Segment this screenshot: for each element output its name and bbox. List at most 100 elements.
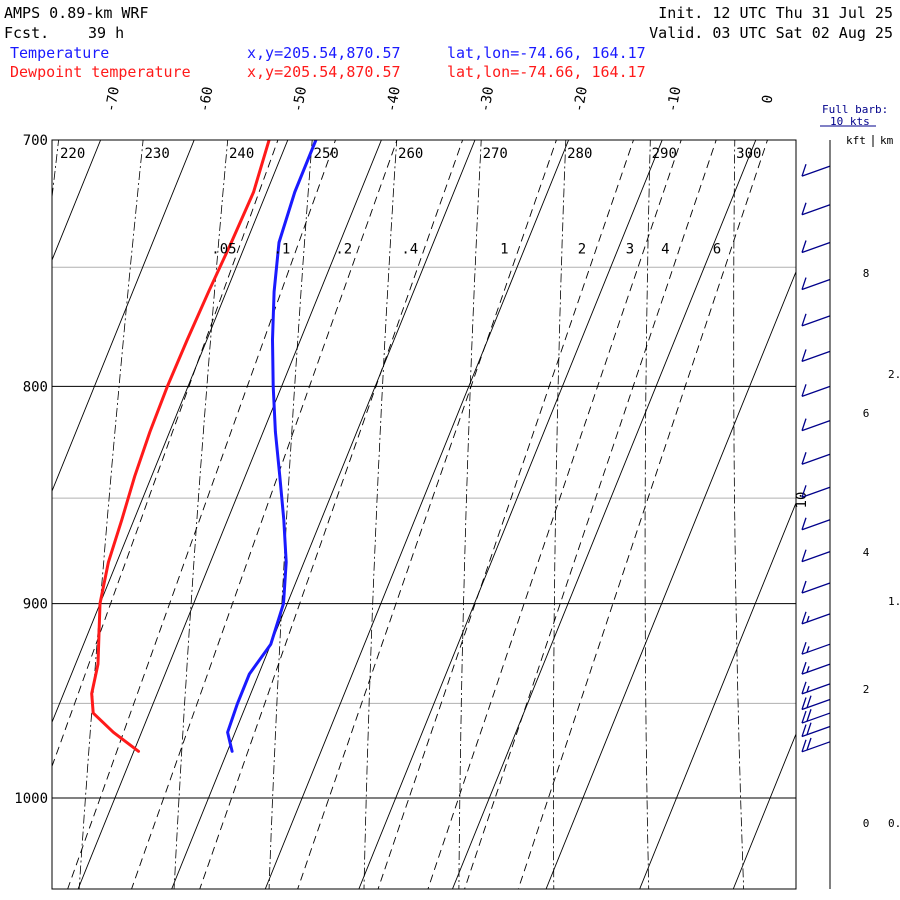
wind-barb: [801, 452, 831, 465]
barb-flag: [806, 695, 812, 708]
legend-temperature-xy: x,y=205.54,870.57: [247, 44, 401, 62]
kft-tick-label: 8: [863, 267, 870, 280]
mixing-ratio-label: .05: [211, 241, 236, 257]
init-time: Init. 12 UTC Thu 31 Jul 25: [658, 4, 893, 22]
wind-barb: [801, 681, 831, 695]
temperature-label: -70: [103, 85, 123, 113]
barb-flag: [801, 724, 807, 737]
km-tick-label: 0.: [888, 817, 900, 830]
barb-flag: [801, 313, 807, 327]
wind-barb: [801, 611, 831, 625]
temperature-label: -10: [664, 85, 684, 113]
wind-barb: [801, 517, 831, 531]
wind-barb: [801, 485, 831, 498]
wind-barb: [801, 709, 831, 724]
legend-temperature-latlon: lat,lon=-74.66, 164.17: [447, 44, 646, 62]
dry-adiabat-line: [644, 140, 651, 889]
wind-barb: [801, 641, 831, 655]
barb-shaft: [801, 419, 831, 432]
barb-flag: [801, 681, 807, 695]
barb-flag: [801, 349, 807, 362]
barb-flag: [801, 240, 807, 253]
mixing-ratio-line: [199, 140, 464, 889]
kft-tick-label: 0: [863, 817, 870, 830]
temperature-label: 0: [759, 94, 776, 105]
pressure-label-1000: 1000: [14, 791, 48, 807]
pressure-label-700: 700: [23, 133, 48, 149]
legend-dewpoint-name: Dewpoint temperature: [10, 63, 191, 81]
kft-axis-label: kft: [846, 134, 866, 147]
pressure-label-900: 900: [23, 597, 48, 613]
barb-shaft: [801, 165, 831, 177]
barb-flag: [801, 611, 807, 625]
plot-frame: [51, 139, 797, 890]
barb-shaft: [801, 725, 831, 738]
forecast-hours: 39 h: [88, 24, 124, 42]
kft-tick-label: 6: [863, 407, 870, 420]
mixing-ratio-line: [67, 140, 336, 889]
barb-legend-line1: Full barb:: [822, 103, 888, 116]
barb-flag: [801, 452, 807, 465]
barb-shaft: [801, 698, 831, 711]
barb-flag: [801, 580, 807, 594]
kft-tick-label: 2: [863, 683, 870, 696]
barb-half-flag: [806, 666, 810, 673]
pressure-label-800: 800: [23, 379, 48, 395]
theta-label: 300: [736, 146, 761, 162]
isotherm-line: [358, 140, 663, 889]
mixing-ratio-line: [517, 140, 768, 889]
isotherm-line: [827, 140, 900, 889]
dry-adiabat-line: [553, 140, 567, 889]
isotherm-line: [639, 501, 796, 889]
barb-shaft: [801, 582, 831, 594]
barb-shaft: [801, 350, 831, 363]
isotherm-line: [732, 732, 796, 889]
mixing-ratio-label: 1: [500, 241, 508, 257]
barb-half-flag: [806, 615, 810, 623]
barb-flag: [801, 163, 807, 177]
isobar-lines: [52, 139, 796, 799]
mixing-ratio-label: .2: [335, 241, 352, 257]
temperature-label: -40: [384, 85, 404, 113]
theta-label: 250: [314, 146, 339, 162]
wind-barb: [801, 722, 831, 738]
wind-barb: [801, 737, 831, 753]
mixing-ratio-label: 2: [578, 241, 586, 257]
temperature-profile-line: [226, 140, 318, 753]
barb-shaft: [801, 453, 831, 465]
mixing-ratio-line: [131, 140, 398, 889]
model-title: AMPS 0.89-km WRF: [4, 4, 149, 22]
barb-flag: [801, 418, 807, 431]
temperature-label: -60: [196, 85, 216, 113]
isotherm-line: [0, 140, 7, 889]
barb-half-flag: [806, 685, 810, 693]
barb-shaft: [801, 519, 831, 531]
barb-shaft: [801, 385, 831, 397]
dry-adiabat-line: [52, 140, 60, 202]
valid-time: Valid. 03 UTC Sat 02 Aug 25: [649, 24, 893, 42]
profile-series: [90, 140, 318, 753]
isotherm-line: [171, 140, 476, 889]
barb-flag: [806, 709, 812, 722]
mixing-ratio-label: .4: [401, 241, 418, 257]
temperature-label: -50: [290, 85, 310, 113]
theta-label: 290: [652, 146, 677, 162]
barb-shaft: [801, 663, 831, 675]
isotherm-line: [52, 140, 102, 262]
barb-flag: [806, 737, 812, 751]
theta-label: 240: [229, 146, 254, 162]
dry-adiabat-line: [458, 140, 482, 889]
temperature-label: -20: [571, 85, 591, 113]
isotherm-line: [264, 140, 570, 889]
barb-shaft: [801, 741, 831, 753]
mixing-ratio-label: 4: [661, 241, 669, 257]
mixing-ratio-line: [377, 140, 634, 889]
dry-adiabat-line: [173, 140, 229, 889]
wind-barb: [801, 349, 831, 363]
barb-flag: [806, 722, 812, 735]
wind-barb: [801, 202, 831, 216]
barb-shaft: [801, 315, 831, 327]
barb-legend-line2: 10 kts: [830, 115, 870, 128]
